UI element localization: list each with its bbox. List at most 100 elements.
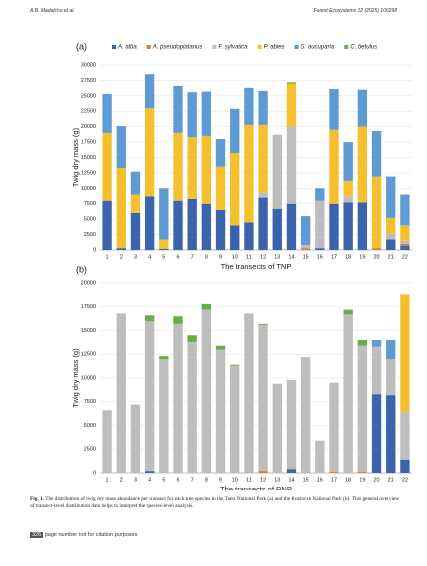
- bar-segment: [315, 188, 325, 201]
- bar-segment: [187, 335, 197, 342]
- bar-segment: [357, 89, 368, 127]
- bar-segment: [386, 395, 396, 473]
- x-tick-label: 15: [303, 254, 309, 260]
- bar-segment: [329, 472, 339, 473]
- bar-segment: [144, 321, 155, 472]
- bar-segment: [215, 345, 226, 350]
- bar-segment: [286, 469, 297, 473]
- bar-segment: [230, 153, 240, 226]
- legend-label: F. sylvatica: [218, 45, 248, 51]
- bar-segment: [173, 132, 183, 201]
- x-tick-label: 9: [219, 477, 222, 483]
- x-tick-label: 14: [288, 254, 294, 260]
- legend-swatch: [257, 45, 262, 49]
- bar-segment: [371, 130, 382, 177]
- x-tick-label: 13: [274, 254, 280, 260]
- y-tick-label: 5000: [84, 217, 96, 223]
- bar-segment: [159, 356, 169, 359]
- bar-segment: [159, 188, 169, 240]
- bar-segment: [400, 243, 410, 246]
- bar-segment: [343, 309, 353, 315]
- x-tick-label: 1: [106, 477, 109, 483]
- y-tick-label: 7500: [84, 201, 96, 207]
- bar-segment: [173, 85, 183, 133]
- x-tick-label: 11: [246, 254, 252, 260]
- page-number: 326: [30, 532, 44, 538]
- bar-segment: [400, 245, 410, 250]
- x-tick-label: 6: [176, 477, 179, 483]
- bar-segment: [400, 194, 410, 226]
- y-tick-label: 20000: [81, 280, 96, 286]
- bar-segment: [116, 126, 126, 168]
- bar-segment: [300, 216, 311, 246]
- bar-segment: [357, 126, 368, 203]
- x-tick-label: 16: [317, 254, 323, 260]
- bar-segment: [400, 225, 410, 241]
- y-tick-label: 22500: [81, 109, 96, 115]
- bar-segment: [315, 440, 325, 473]
- bar-segment: [201, 135, 212, 204]
- bar-segment: [272, 208, 282, 250]
- bar-segment: [215, 139, 226, 167]
- legend-swatch: [212, 45, 217, 49]
- x-tick-label: 5: [162, 254, 165, 260]
- legend-label: A. alba: [117, 45, 137, 51]
- legend-swatch: [112, 45, 116, 49]
- y-tick-label: 5000: [84, 423, 96, 429]
- bar-segment: [386, 217, 396, 234]
- bar-segment: [258, 471, 268, 473]
- bar-segment: [286, 126, 297, 204]
- legend-label: C. betulus: [350, 45, 377, 51]
- bar-segment: [286, 379, 297, 470]
- bar-segment: [343, 180, 353, 197]
- bar-segment: [357, 345, 368, 473]
- chart-b: (b) 0 2500 5000 7500 10000 12500 15000 17500 2000…: [71, 265, 412, 490]
- chart-a: (a) 0 2500 5000 7500 10000 12500 15000 17500 2000…: [71, 41, 412, 270]
- bar-segment: [286, 203, 297, 250]
- bar-segment: [258, 197, 268, 250]
- caption-label: Fig. 1.: [30, 496, 44, 502]
- bar-segment: [215, 166, 226, 210]
- x-tick-label: 15: [303, 477, 309, 483]
- y-axis-title: Twig dry mass (g): [71, 348, 80, 408]
- bar-segment: [159, 248, 169, 250]
- x-tick-label: 11: [246, 477, 252, 483]
- bar-segment: [329, 203, 339, 250]
- bar-segment: [329, 89, 339, 130]
- bar-segment: [300, 248, 311, 250]
- x-tick-label: 10: [232, 254, 238, 260]
- x-tick-label: 17: [331, 254, 337, 260]
- bar-segment: [130, 404, 141, 473]
- x-tick-label: 3: [134, 477, 137, 483]
- y-tick-label: 20000: [81, 124, 96, 130]
- bar-segment: [357, 340, 368, 346]
- bar-segment: [230, 225, 240, 250]
- caption: Fig. 1. The distribution of twig dry mas…: [30, 496, 400, 510]
- header-journal: Forest Ecosystems 12 (2025) 100298: [313, 8, 397, 14]
- bar-segment: [386, 176, 396, 218]
- x-tick-label: 8: [205, 254, 208, 260]
- bar-segment: [130, 171, 141, 195]
- bar-segment: [201, 309, 212, 473]
- x-tick-label: 20: [373, 254, 379, 260]
- bar-segment: [300, 357, 311, 473]
- panel-label: (b): [76, 265, 87, 274]
- bar-segment: [201, 91, 212, 136]
- y-tick-label: 2500: [84, 447, 96, 453]
- bar-segment: [272, 383, 282, 473]
- bar-segment: [371, 346, 382, 395]
- legend-swatch: [344, 45, 349, 49]
- bar-segment: [371, 394, 382, 473]
- header-authors: A.B. Madalcho et al.: [30, 8, 75, 14]
- bar-segment: [400, 459, 410, 473]
- bar-segment: [215, 209, 226, 250]
- bar-segment: [173, 200, 183, 250]
- bar-segment: [102, 410, 112, 473]
- panel-label: (a): [76, 41, 87, 51]
- y-tick-label: 27500: [81, 78, 96, 84]
- bar-segment: [230, 364, 240, 366]
- bar-segment: [400, 412, 410, 460]
- bar-segment: [272, 134, 282, 209]
- bar-segment: [315, 200, 325, 249]
